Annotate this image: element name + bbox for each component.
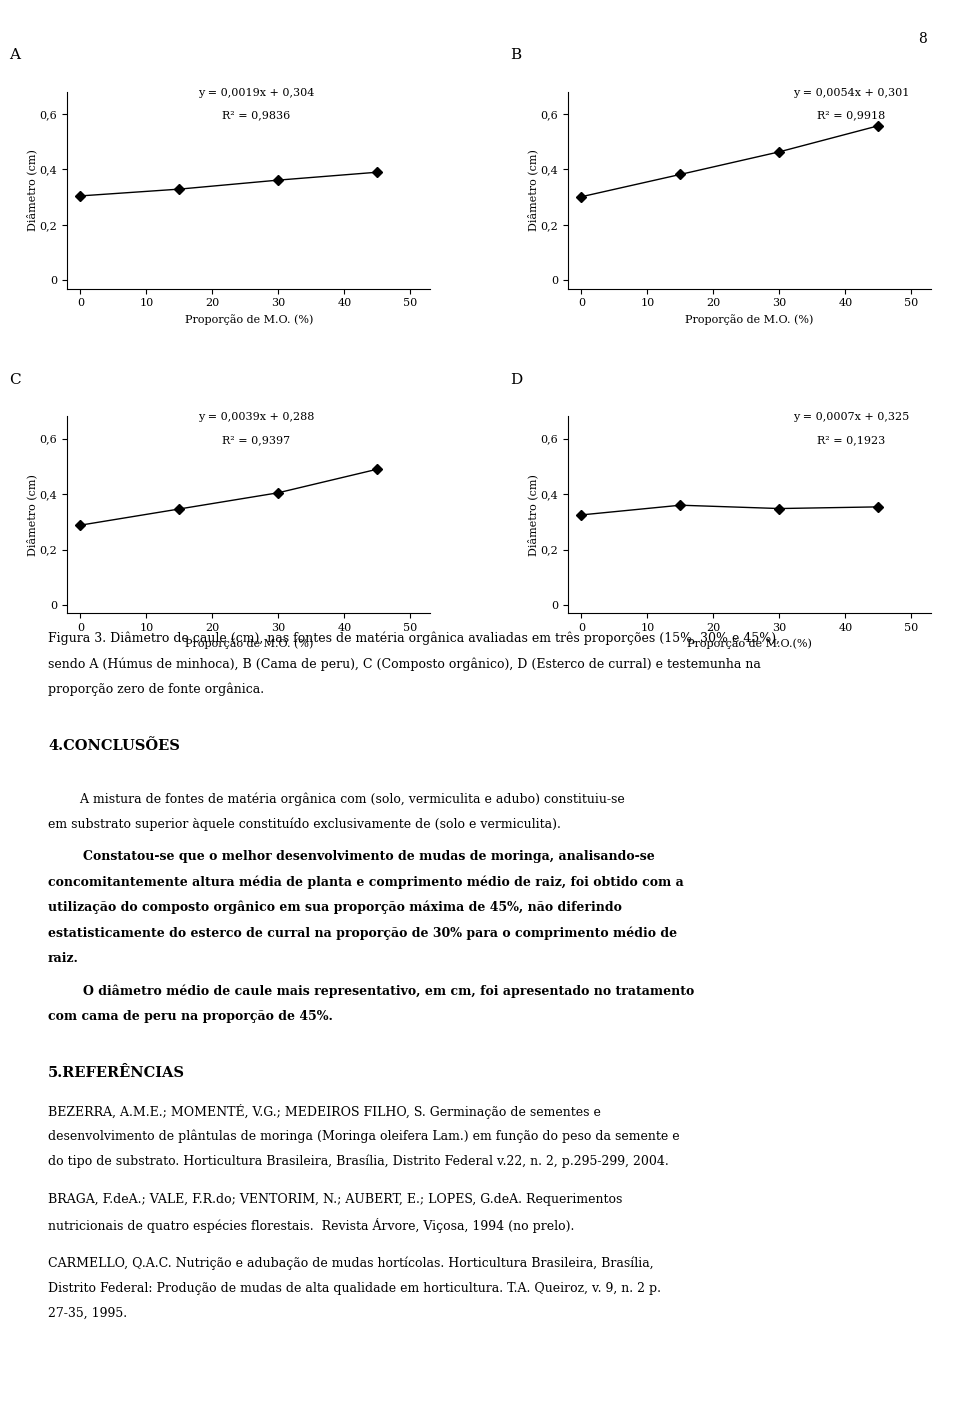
Text: CARMELLO, Q.A.C. Nutrição e adubação de mudas hortícolas. ​Horticultura Brasilei: CARMELLO, Q.A.C. Nutrição e adubação de … [48,1256,654,1270]
Text: R² = 0,9918: R² = 0,9918 [817,110,885,120]
Text: BRAGA, F.deA.; VALE, F.R.do; VENTORIM, N.; AUBERT, E.; LOPES, G.deA. Requeriment: BRAGA, F.deA.; VALE, F.R.do; VENTORIM, N… [48,1193,622,1206]
Text: C: C [9,374,21,388]
Text: 5.REFERÊNCIAS: 5.REFERÊNCIAS [48,1066,185,1080]
Text: Constatou-se que o melhor desenvolvimento de mudas de moringa, analisando-se: Constatou-se que o melhor desenvolviment… [48,850,655,863]
Text: D: D [510,374,522,388]
Text: BEZERRA, A.M.E.; MOMENTÉ, V.G.; MEDEIROS FILHO, S. Germinação de sementes e: BEZERRA, A.M.E.; MOMENTÉ, V.G.; MEDEIROS… [48,1104,601,1120]
Y-axis label: Diâmetro (cm): Diâmetro (cm) [527,474,538,556]
Text: 8: 8 [918,32,926,47]
Text: A mistura de fontes de matéria orgânica com (solo, vermiculita e adubo) constitu: A mistura de fontes de matéria orgânica … [48,792,625,807]
Text: Figura 3. Diâmetro de caule (cm), nas fontes de matéria orgânica avaliadas em tr: Figura 3. Diâmetro de caule (cm), nas fo… [48,632,780,646]
X-axis label: Proporção de M.O. (%): Proporção de M.O. (%) [184,314,313,324]
Text: estatisticamente do esterco de curral na proporção de 30% para o comprimento méd: estatisticamente do esterco de curral na… [48,926,677,940]
Text: y = 0,0054x + 0,301: y = 0,0054x + 0,301 [793,87,909,97]
X-axis label: Proporção de M.O. (%): Proporção de M.O. (%) [685,314,814,324]
Text: proporção zero de fonte orgânica.: proporção zero de fonte orgânica. [48,682,264,697]
Text: 27-35, 1995.: 27-35, 1995. [48,1307,127,1320]
Y-axis label: Diâmetro (cm): Diâmetro (cm) [527,149,538,231]
Text: B: B [510,48,521,62]
Text: y = 0,0019x + 0,304: y = 0,0019x + 0,304 [198,87,314,97]
Text: R² = 0,9397: R² = 0,9397 [222,436,290,446]
Text: 4.CONCLUSÕES: 4.CONCLUSÕES [48,739,180,753]
Text: R² = 0,9836: R² = 0,9836 [222,110,290,120]
X-axis label: Proporção de M.O.(%): Proporção de M.O.(%) [687,639,812,650]
Text: Distrito Federal: Produção de mudas de alta qualidade em horticultura. T.A. Quei: Distrito Federal: Produção de mudas de a… [48,1282,661,1294]
Text: do tipo de substrato. ​Horticultura Brasileira​, Brasília, Distrito Federal v.22: do tipo de substrato. ​Horticultura Bras… [48,1155,669,1169]
Text: concomitantemente altura média de planta e comprimento médio de raiz, foi obtido: concomitantemente altura média de planta… [48,876,684,890]
Text: A: A [9,48,20,62]
Text: R² = 0,1923: R² = 0,1923 [817,436,885,446]
Text: y = 0,0039x + 0,288: y = 0,0039x + 0,288 [198,412,314,423]
Text: sendo A (Húmus de minhoca), B (Cama de peru), C (Composto orgânico), D (Esterco : sendo A (Húmus de minhoca), B (Cama de p… [48,657,761,671]
Y-axis label: Diâmetro (cm): Diâmetro (cm) [26,149,36,231]
Text: raiz.: raiz. [48,952,79,964]
Text: O diâmetro médio de caule mais representativo, em cm, foi apresentado no tratame: O diâmetro médio de caule mais represent… [48,984,694,998]
Text: com cama de peru na proporção de 45%.: com cama de peru na proporção de 45%. [48,1010,333,1022]
Text: utilização do composto orgânico em sua proporção máxima de 45%, não diferindo: utilização do composto orgânico em sua p… [48,901,622,915]
Text: desenvolvimento de plântulas de moringa (​Moringa oleifera​ Lam.) em função do p: desenvolvimento de plântulas de moringa … [48,1129,680,1144]
Text: y = 0,0007x + 0,325: y = 0,0007x + 0,325 [793,412,909,423]
Y-axis label: Diâmetro (cm): Diâmetro (cm) [26,474,36,556]
Text: nutricionais de quatro espécies florestais.  ​Revista Árvore​, Viçosa, 1994 (no : nutricionais de quatro espécies floresta… [48,1218,574,1234]
Text: em substrato superior àquele constituído exclusivamente de (solo e vermiculita).: em substrato superior àquele constituído… [48,818,561,832]
X-axis label: Proporção de M.O. (%): Proporção de M.O. (%) [184,639,313,650]
